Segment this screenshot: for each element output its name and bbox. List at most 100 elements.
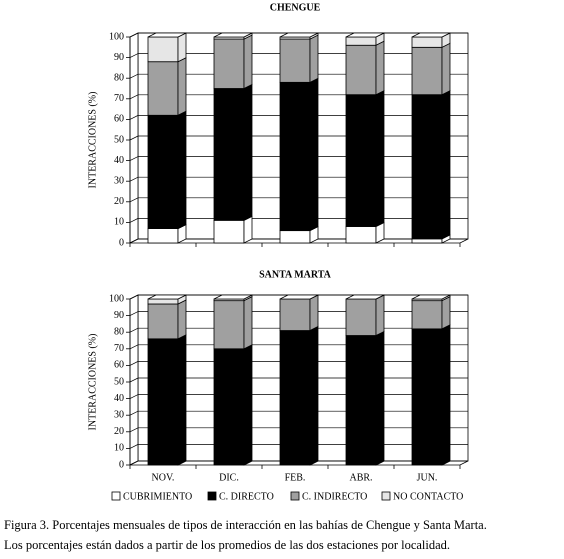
y-tick-label: 10 [114,217,124,228]
bar-segment [213,348,245,466]
y-tick-label: 100 [109,293,124,304]
y-tick-label: 90 [114,310,124,321]
bar-segment-side [309,325,319,466]
y-axis-label: INTERACCIONES (%) [87,334,98,431]
bar-segment [279,330,311,466]
bar-top [345,32,385,38]
bar-segment [411,94,443,240]
y-tick-label: 60 [114,114,124,125]
bar-segment-side [177,299,187,340]
legend-swatch [207,491,217,501]
legend-label: C. DIRECTO [219,491,274,502]
bar-segment-side [441,296,451,330]
bar-segment [147,228,179,244]
bar-top [213,294,253,300]
bar-segment [411,238,443,244]
bar-top [345,294,385,300]
bar-top [279,32,319,38]
bar-segment-side [177,334,187,466]
y-tick-label: 80 [114,72,124,83]
bar-segment [279,81,311,232]
y-tick-label: 50 [114,376,124,387]
bar-segment-side [177,32,187,63]
bar-segment [213,300,245,350]
bar-top [279,294,319,300]
legend-swatch [290,491,300,501]
y-tick-label: 10 [114,443,124,454]
bar-segment [147,114,179,229]
bar-segment [345,226,377,244]
bar-segment [411,328,443,466]
bar-segment [279,230,311,244]
bar-top [147,32,187,38]
y-tick-label: 0 [119,459,124,470]
bar-segment [411,36,443,48]
x-tick-label: NOV. [152,472,175,483]
bar-segment-side [177,110,187,230]
bar-segment [279,38,311,83]
bar-segment [345,335,377,466]
bar-segment [147,36,179,63]
legend-swatch [381,491,391,501]
x-tick-label: ABR. [349,472,372,483]
y-tick-label: 40 [114,155,124,166]
bar-segment [213,88,245,221]
y-tick-label: 40 [114,393,124,404]
chart-title: CHENGUE [270,2,321,13]
legend-label: CUBRIMIENTO [123,491,192,502]
bar-segment [345,94,377,227]
y-tick-label: 0 [119,237,124,248]
legend-label: C. INDIRECTO [302,491,367,502]
chart-title: SANTA MARTA [259,269,332,280]
bar-segment-side [177,57,187,116]
legend-swatch [111,491,121,501]
bar-segment-side [309,77,319,232]
y-tick-label: 90 [114,52,124,63]
bar-segment-side [243,296,253,350]
y-tick-label: 60 [114,360,124,371]
bar-segment-side [243,344,253,466]
bar-segment [213,38,245,89]
bar-top [411,32,451,38]
y-tick-label: 30 [114,409,124,420]
bar-segment [147,298,179,305]
bar-segment [345,298,377,336]
legend-label: NO CONTACTO [393,491,463,502]
bar-segment-side [441,90,451,240]
y-tick-label: 50 [114,134,124,145]
y-axis-label: INTERACCIONES (%) [87,92,98,189]
bar-segment-side [375,40,385,96]
y-tick-label: 30 [114,175,124,186]
bar-segment-side [375,294,385,337]
y-tick-label: 70 [114,93,124,104]
bar-segment [147,338,179,466]
bar-segment [147,61,179,116]
caption-line: Los porcentajes están dados a partir de … [4,538,450,552]
bar-segment [345,36,377,46]
bar-segment-side [441,42,451,96]
bar-segment-side [375,330,385,466]
bar-segment-side [243,83,253,221]
x-tick-label: JUN. [417,472,438,483]
y-tick-label: 100 [109,31,124,42]
bar-top [411,294,451,300]
y-tick-label: 20 [114,196,124,207]
bar-segment [213,219,245,244]
bar-segment-side [309,34,319,83]
caption-line: Figura 3. Porcentajes mensuales de tipos… [4,518,487,532]
bar-segment-side [243,215,253,244]
bar-segment [279,298,311,331]
y-tick-label: 20 [114,426,124,437]
bar-top [147,294,187,300]
y-tick-label: 80 [114,326,124,337]
bar-segment-side [375,90,385,228]
bar-segment [411,46,443,96]
x-tick-label: FEB. [285,472,306,483]
bar-segment [147,303,179,340]
bar-segment [345,44,377,96]
bar-segment-side [441,324,451,466]
y-tick-label: 70 [114,343,124,354]
x-tick-label: DIC. [219,472,239,483]
